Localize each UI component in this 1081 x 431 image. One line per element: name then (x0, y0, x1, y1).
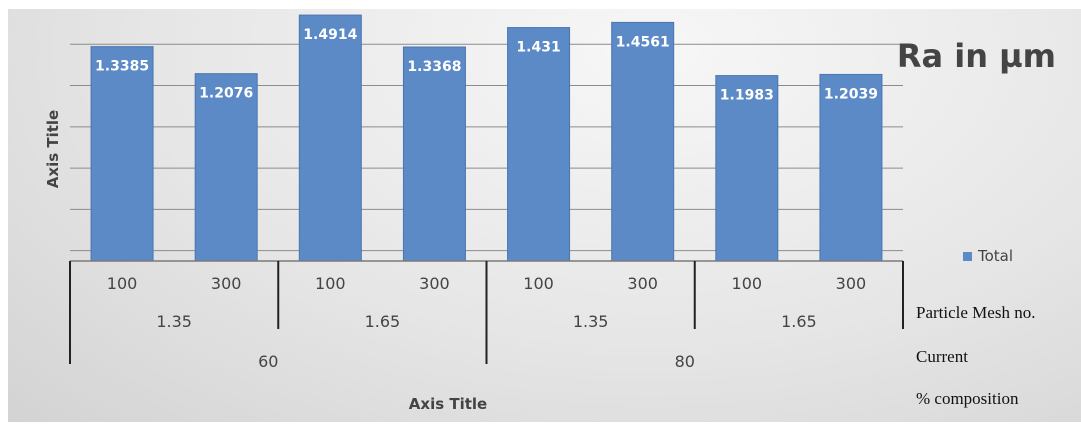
data-label: 1.2076 (199, 86, 253, 102)
bar (611, 21, 675, 262)
bar (819, 73, 883, 262)
x-tick-label: 300 (211, 274, 242, 293)
x-tick-label: 300 (627, 274, 658, 293)
bar (90, 46, 154, 262)
data-label: 1.4914 (303, 27, 357, 43)
bar (507, 27, 571, 262)
bar (194, 73, 258, 262)
current-label: Current (916, 347, 968, 366)
x-tick-label: 100 (107, 274, 138, 293)
data-label: 1.3385 (95, 59, 149, 75)
data-label: 1.2039 (824, 86, 878, 102)
data-label: 1.3368 (407, 59, 461, 75)
x-tick-label: 300 (419, 274, 450, 293)
x-axis-title: Axis Title (409, 395, 487, 413)
x-tick-label: 300 (836, 274, 867, 293)
x-tick-label: 100 (523, 274, 554, 293)
composition-label: % composition (916, 389, 1019, 408)
x-supergroup-label: 80 (675, 352, 695, 371)
x-group-label: 1.65 (781, 312, 817, 331)
x-group-label: 1.35 (573, 312, 609, 331)
bar (402, 46, 466, 262)
bar (715, 75, 779, 262)
particle-mesh-label: Particle Mesh no. (916, 303, 1036, 322)
x-group-label: 1.35 (156, 312, 192, 331)
data-label: 1.431 (516, 40, 560, 56)
x-supergroup-label: 60 (258, 352, 278, 371)
bar-chart: 1.3385 1.2076 1.4914 1.3368 1.431 1.4561 1.198… (44, 14, 1056, 413)
legend-label: Total (977, 247, 1013, 265)
data-label: 1.1983 (720, 88, 774, 104)
data-label: 1.4561 (616, 34, 670, 50)
x-group-label: 1.65 (365, 312, 401, 331)
x-tick-label: 100 (732, 274, 763, 293)
y-axis-title: Axis Title (44, 110, 62, 188)
chart-title: Ra in µm (897, 37, 1056, 75)
bar (298, 14, 362, 262)
legend-swatch (963, 252, 972, 261)
chart-area: 1.3385 1.2076 1.4914 1.3368 1.431 1.4561 1.198… (8, 9, 1081, 422)
x-tick-label: 100 (315, 274, 346, 293)
